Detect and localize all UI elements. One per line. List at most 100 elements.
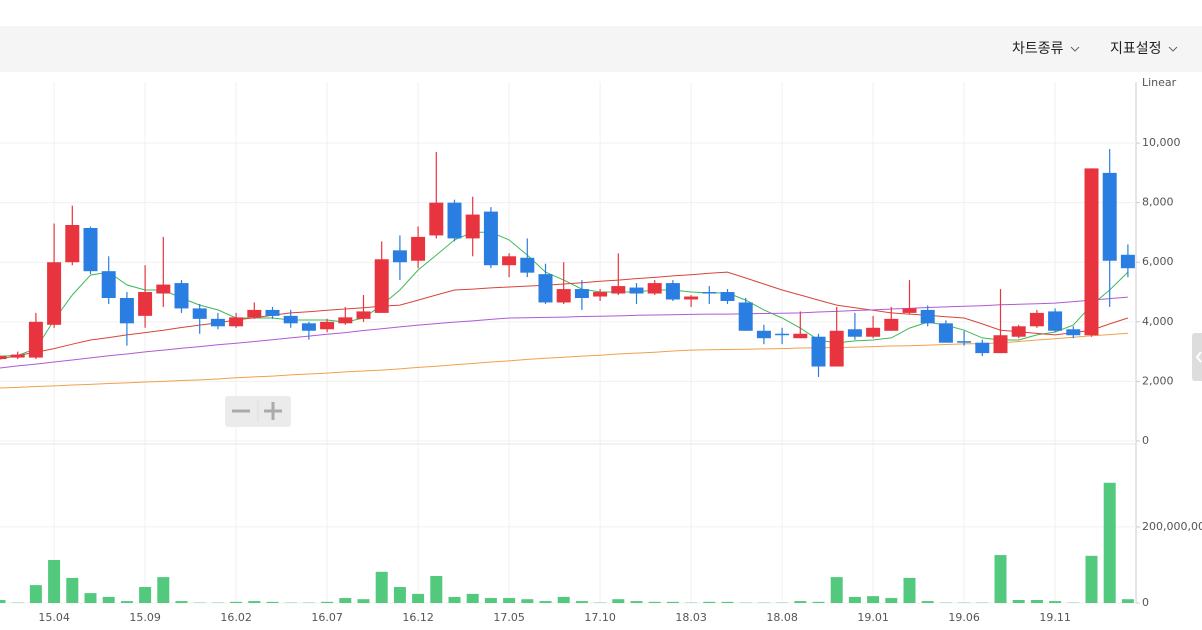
candle-body: [356, 311, 371, 319]
candle-body: [1120, 254, 1135, 269]
volume-bar: [339, 598, 352, 603]
candle-body: [374, 259, 389, 313]
candle-body: [847, 329, 862, 337]
candle-body: [483, 211, 498, 266]
volume-bar: [484, 598, 497, 603]
volume-bar: [102, 596, 115, 603]
volume-bar: [393, 587, 406, 603]
candle-body: [647, 283, 662, 294]
candle-body: [210, 318, 225, 327]
moving-average-line: [0, 296, 1128, 369]
zoom-in[interactable]: [264, 402, 282, 420]
candle-body: [138, 292, 153, 316]
candle-body: [283, 315, 298, 324]
candle-body: [738, 302, 753, 331]
candle-body: [65, 225, 80, 263]
candle-body: [1102, 172, 1117, 261]
candle-body: [702, 292, 717, 294]
candle-body: [229, 317, 244, 327]
candle-body: [756, 330, 771, 339]
volume-bar: [921, 601, 934, 603]
volume-bar: [1030, 599, 1043, 603]
x-tick-label: 15.04: [38, 611, 70, 624]
candle-body: [447, 202, 462, 239]
volume-bar: [994, 555, 1007, 603]
volume-bar: [466, 593, 479, 603]
chevron: [1168, 46, 1178, 52]
volume-bar: [412, 593, 425, 603]
candle-body: [47, 262, 62, 325]
volume-bar: [539, 601, 552, 603]
x-tick-label: 16.07: [311, 611, 343, 624]
candle-body: [720, 292, 735, 301]
volume-bar: [557, 596, 570, 603]
x-tick-label: 19.01: [857, 611, 889, 624]
candle-body: [1011, 326, 1026, 337]
x-tick-label: 17.05: [493, 611, 525, 624]
candle-body: [465, 214, 480, 239]
volume-bar: [29, 585, 42, 603]
candle-body: [1048, 311, 1063, 331]
x-tick-label: 18.08: [766, 611, 798, 624]
volume-bar: [666, 601, 679, 603]
y-tick-label: 200,000,000: [1142, 520, 1202, 533]
volume-bar: [885, 598, 898, 603]
candle-body: [83, 227, 98, 272]
candle-body: [10, 354, 25, 358]
candle-body: [119, 297, 134, 324]
y-tick-label: 0: [1142, 434, 1149, 447]
chevron: [1070, 46, 1080, 52]
candle-body: [338, 317, 353, 324]
candle-body: [793, 333, 808, 339]
volume-bar: [575, 601, 588, 603]
candle-body: [920, 309, 935, 324]
volume-bar: [612, 599, 625, 603]
scale-label: Linear: [1142, 76, 1177, 89]
y-tick-label: 10,000: [1142, 136, 1181, 149]
candle-body: [775, 333, 790, 336]
candle-body: [665, 283, 680, 300]
toolbar: [0, 26, 1202, 72]
candle-body: [811, 336, 826, 367]
candle-body: [1084, 168, 1099, 336]
indicator-settings-menu[interactable]: 지표설정: [1110, 41, 1162, 57]
volume-bar: [230, 601, 243, 603]
candle-body: [101, 271, 116, 298]
volume-bar: [120, 601, 133, 603]
candle-body: [574, 289, 589, 298]
candle-body: [320, 321, 335, 330]
candle-body: [957, 341, 972, 343]
candle-body: [392, 250, 407, 263]
volume-bar: [321, 601, 334, 603]
x-tick-label: 16.02: [220, 611, 252, 624]
moving-average-line: [0, 332, 1128, 389]
candle-body: [611, 286, 626, 294]
candle-body: [629, 287, 644, 294]
volume-bar: [1085, 555, 1098, 603]
volume-bar: [830, 577, 843, 603]
x-tick-label: 18.03: [675, 611, 707, 624]
candle-body: [975, 342, 990, 354]
candle-body: [993, 335, 1008, 354]
candle-body: [902, 308, 917, 313]
handle-arrow: [1195, 351, 1202, 363]
candle-body: [247, 309, 262, 318]
x-tick-label: 19.11: [1039, 611, 1071, 624]
volume-bar: [448, 596, 461, 603]
volume-bar: [175, 601, 188, 603]
volume-bar: [1049, 601, 1062, 603]
volume-bar: [867, 596, 880, 603]
plot-area: 0 2,000 4,000 6,000 8,000 10,000 Linear 0 200,00…: [0, 76, 1202, 624]
chart-type-menu[interactable]: 차트종류: [1012, 41, 1064, 57]
candle-body: [28, 321, 43, 358]
volume-bar: [1103, 482, 1116, 603]
volume-bar: [794, 601, 807, 603]
volume-bar: [248, 601, 261, 603]
y-tick-label: 4,000: [1142, 315, 1174, 328]
volume-bar: [375, 571, 388, 603]
x-tick-label: 16.12: [402, 611, 434, 624]
y-tick-label: 2,000: [1142, 374, 1174, 387]
volume-bar: [84, 593, 97, 603]
candle-body: [192, 308, 207, 319]
